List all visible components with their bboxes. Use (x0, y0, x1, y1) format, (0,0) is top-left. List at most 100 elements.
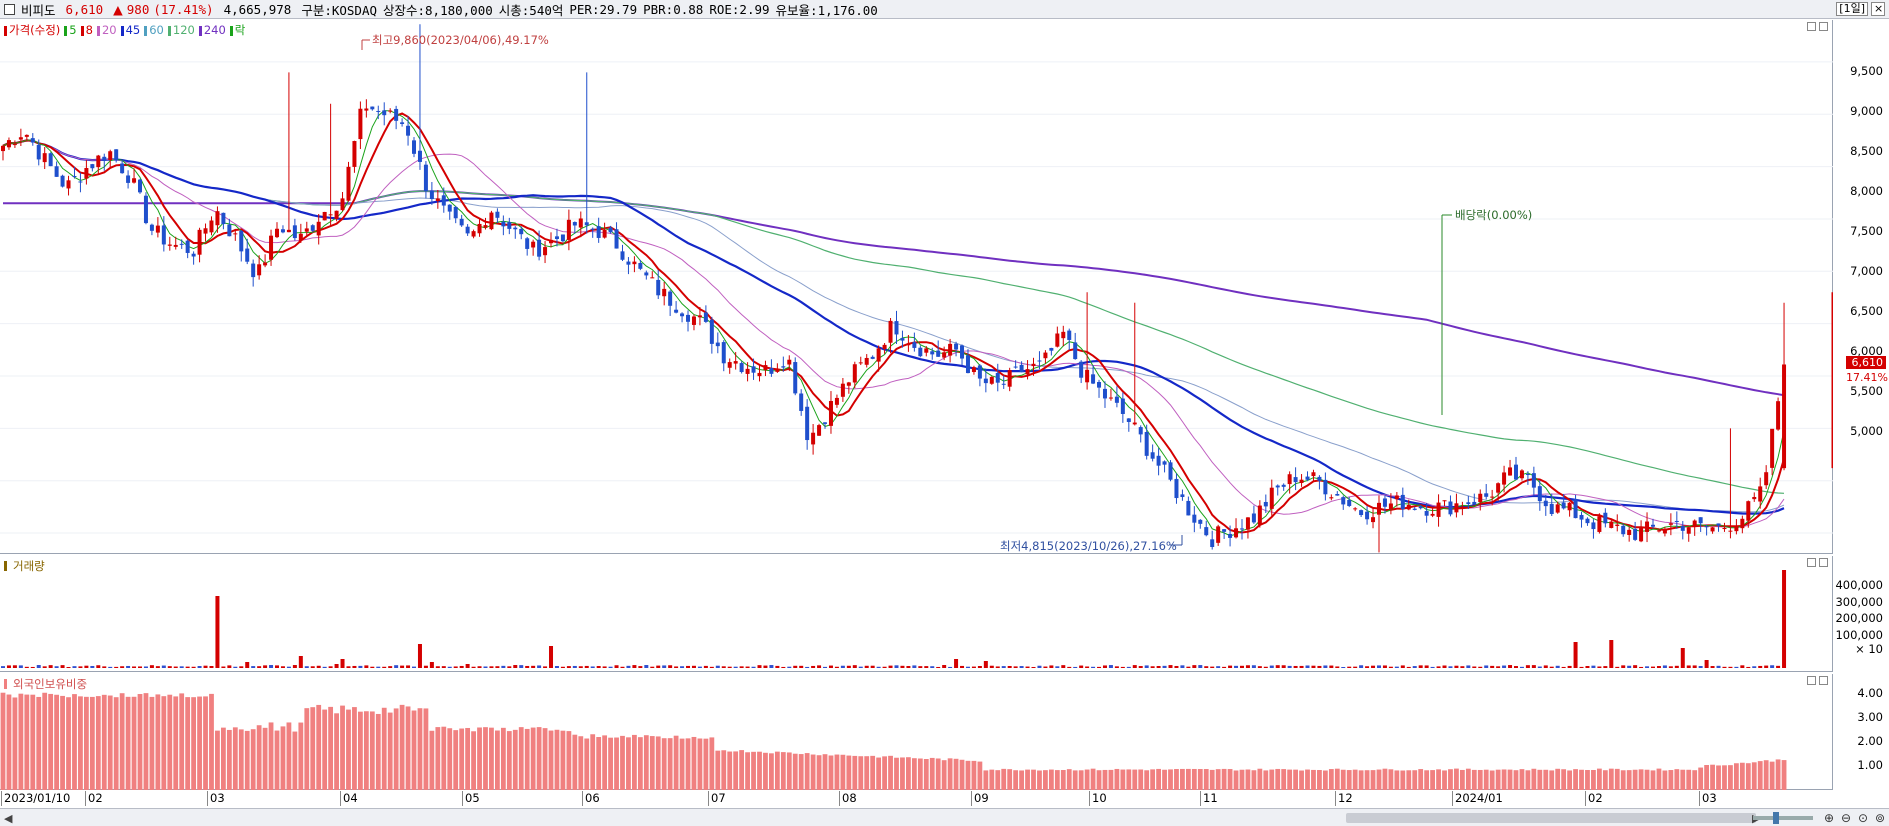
foreign-ratio-bar (1060, 770, 1066, 790)
legend-item[interactable]: 20 (96, 23, 117, 37)
candle-body (1674, 520, 1679, 522)
foreign-ratio-bar (941, 760, 947, 790)
foreign-ratio-bar (1120, 769, 1126, 790)
pane-close-icon[interactable] (1819, 22, 1828, 31)
candle-body (1174, 478, 1179, 499)
zoom-reset-icon[interactable]: ⊙ (1857, 811, 1869, 825)
pane-close-icon[interactable] (1819, 676, 1828, 685)
candle-body (781, 366, 786, 368)
foreign-ratio-bar (727, 751, 733, 790)
candle-body (465, 226, 470, 234)
foreign-ratio-bar (352, 707, 357, 790)
zoom-in-icon[interactable]: ⊕ (1823, 811, 1835, 825)
volume-chart-pane[interactable]: 거래량 (0, 556, 1833, 672)
close-icon[interactable]: × (1871, 2, 1885, 16)
candle-body (1472, 501, 1477, 505)
x-tick (1335, 791, 1336, 806)
legend-item[interactable]: 5 (64, 23, 77, 37)
foreign-ratio-bar (191, 697, 197, 790)
candle-body (751, 366, 756, 373)
volume-bar (233, 666, 238, 668)
foreign-ratio-bar (274, 730, 280, 790)
volume-bar (30, 666, 35, 668)
volume-bar (84, 665, 89, 668)
legend-item[interactable]: 가격(수정) (4, 22, 60, 38)
candle-body (787, 359, 792, 365)
foreign-ratio-bar (465, 727, 471, 790)
candle-body (173, 244, 178, 247)
foreign-ratio-pane[interactable]: 외국인보유비중 (0, 674, 1833, 790)
foreign-ratio-bar (1495, 769, 1501, 790)
candle-body (983, 378, 988, 384)
candle-body (263, 262, 268, 266)
volume-bar (1716, 665, 1721, 668)
volume-bar (793, 665, 798, 668)
legend-item[interactable]: 240 (198, 23, 226, 37)
volume-bar (1728, 666, 1733, 668)
candle-body (1388, 503, 1393, 510)
volume-bar (376, 666, 381, 668)
legend-item[interactable]: 45 (120, 23, 140, 37)
foreign-ratio-bar (334, 713, 339, 790)
y-tick-label: 5,000 (1850, 424, 1883, 438)
chart-scrollbar[interactable]: ◀ ▶ ⊕ ⊖ ⊙ ⊚ (0, 808, 1889, 826)
volume-bar (554, 666, 559, 668)
foreign-ratio-bar (268, 722, 274, 790)
candle-body (1049, 347, 1054, 351)
candle-body (1132, 422, 1137, 425)
legend-item[interactable]: 락 (229, 22, 245, 38)
stock-checkbox[interactable] (4, 3, 15, 15)
volume-bar (983, 661, 988, 668)
foreign-ratio-bar (167, 694, 173, 790)
volume-chart-svg (1, 570, 1787, 668)
foreign-legend: 외국인보유비중 (4, 676, 87, 692)
legend-item[interactable]: 120 (167, 23, 195, 37)
candle-body (471, 231, 476, 237)
volume-bar (465, 664, 470, 668)
foreign-ratio-bar (548, 730, 554, 790)
volume-bar (1603, 666, 1608, 668)
candle-body (227, 224, 232, 237)
candle-body (1555, 504, 1560, 513)
foreign-ratio-bar (1031, 769, 1036, 790)
candle-body (828, 401, 833, 426)
scroll-thumb[interactable] (1346, 813, 1756, 823)
foreign-ratio-bar (411, 710, 417, 790)
legend-item[interactable]: 60 (144, 23, 164, 37)
candle-body (662, 288, 667, 297)
foreign-ratio-bar (1269, 769, 1275, 790)
candle-body (1186, 500, 1191, 516)
price-legend: 가격(수정) 5 8 20 45 60 120 240 락 (4, 22, 245, 38)
candle-body (102, 156, 107, 161)
volume-bar (1198, 665, 1203, 668)
foreign-ratio-bar (1454, 768, 1459, 790)
volume-bar (1668, 666, 1673, 668)
volume-bar (209, 665, 214, 668)
candle-body (1537, 486, 1542, 502)
candle-body (1287, 474, 1292, 485)
pane-minimize-icon[interactable] (1807, 558, 1816, 567)
y-tick-label: 9,000 (1850, 104, 1883, 118)
candle-body (18, 137, 23, 140)
pane-minimize-icon[interactable] (1807, 22, 1816, 31)
candle-body (1698, 517, 1703, 524)
zoom-slider[interactable] (1753, 812, 1813, 824)
candle-body (364, 108, 369, 111)
legend-item[interactable]: 8 (80, 23, 93, 37)
volume-bar (412, 666, 417, 668)
foreign-ratio-bar (1573, 769, 1578, 790)
volume-bar (1156, 666, 1161, 668)
scroll-left-icon[interactable]: ◀ (4, 812, 13, 825)
candle-body (1764, 472, 1769, 486)
volume-bar (1400, 665, 1405, 668)
price-chart-pane[interactable]: 가격(수정) 5 8 20 45 60 120 240 락 최고9,860(2023/04/06… (0, 20, 1833, 554)
pane-minimize-icon[interactable] (1807, 676, 1816, 685)
foreign-ratio-bar (1287, 769, 1293, 790)
period-button[interactable]: [1일] (1836, 2, 1868, 16)
pane-close-icon[interactable] (1819, 558, 1828, 567)
candle-body (840, 383, 845, 397)
foreign-ratio-bar (1007, 769, 1013, 790)
zoom-fit-icon[interactable]: ⊚ (1874, 811, 1886, 825)
zoom-out-icon[interactable]: ⊖ (1840, 811, 1852, 825)
candle-body (1448, 501, 1453, 515)
